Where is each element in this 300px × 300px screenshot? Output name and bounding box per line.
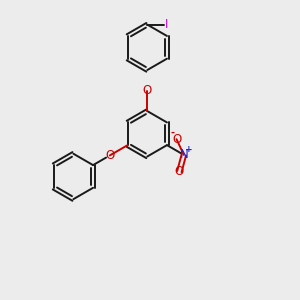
Text: I: I — [165, 18, 168, 31]
Text: O: O — [105, 149, 115, 162]
Text: -: - — [171, 128, 175, 138]
Text: O: O — [172, 133, 181, 146]
Text: +: + — [185, 145, 193, 154]
Text: O: O — [143, 84, 152, 97]
Text: N: N — [179, 148, 188, 161]
Text: O: O — [175, 165, 184, 178]
